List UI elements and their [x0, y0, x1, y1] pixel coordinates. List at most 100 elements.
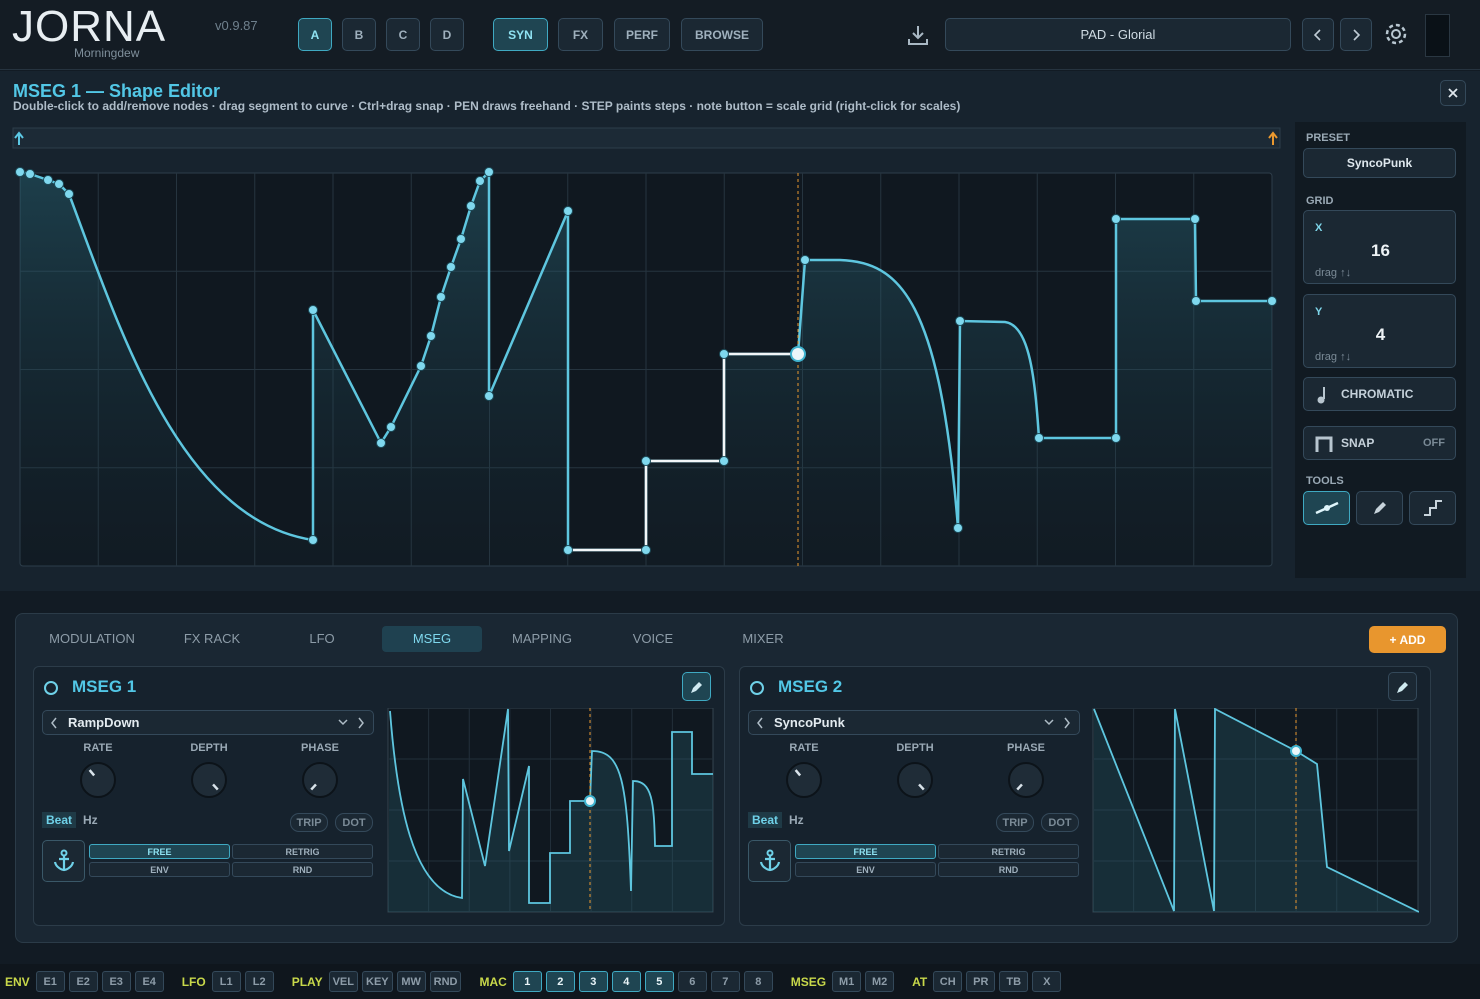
edit-button[interactable] — [682, 672, 711, 701]
node[interactable] — [308, 305, 318, 315]
modifier-button[interactable]: TRIP — [996, 813, 1034, 832]
unit-toggle[interactable]: Beat — [748, 812, 783, 828]
tab[interactable]: MAPPING — [512, 631, 572, 646]
anchor-button[interactable] — [748, 840, 791, 882]
node[interactable] — [563, 206, 573, 216]
knob[interactable] — [1006, 760, 1046, 800]
node[interactable] — [719, 456, 729, 466]
node[interactable] — [641, 545, 651, 555]
tab[interactable]: MSEG — [382, 626, 482, 652]
source-button[interactable]: L2 — [244, 971, 274, 992]
save-button[interactable] — [902, 18, 934, 51]
source-button[interactable]: 7 — [710, 971, 740, 992]
source-button[interactable]: MW — [396, 971, 426, 992]
step-tool[interactable] — [1409, 491, 1456, 525]
tab[interactable]: FX RACK — [183, 631, 241, 646]
node[interactable] — [436, 292, 446, 302]
preset-selector[interactable]: RampDown — [42, 710, 374, 735]
snap-button[interactable]: SNAP OFF — [1303, 426, 1456, 460]
pen-tool[interactable] — [1356, 491, 1403, 525]
node[interactable] — [953, 523, 963, 533]
unit-toggle[interactable]: Hz — [789, 813, 804, 827]
mode-button[interactable]: SYN — [493, 18, 548, 51]
edit-button[interactable] — [1388, 672, 1417, 701]
node[interactable] — [484, 167, 494, 177]
node[interactable] — [1190, 214, 1200, 224]
tab[interactable]: LFO — [309, 631, 335, 646]
source-button[interactable]: L1 — [211, 971, 241, 992]
knob[interactable] — [189, 760, 229, 800]
node[interactable] — [563, 545, 573, 555]
node[interactable] — [719, 349, 729, 359]
node[interactable] — [25, 169, 35, 179]
mode-button[interactable]: FX — [558, 18, 603, 51]
unit-toggle[interactable]: Beat — [42, 812, 77, 828]
node[interactable] — [15, 167, 25, 177]
source-button[interactable]: 1 — [512, 971, 542, 992]
node[interactable] — [475, 176, 485, 186]
trigger-mode[interactable]: RETRIG — [232, 844, 373, 859]
node[interactable] — [416, 361, 426, 371]
source-button[interactable]: 3 — [578, 971, 608, 992]
mode-button[interactable]: PERF — [614, 18, 670, 51]
source-button[interactable]: TB — [999, 971, 1029, 992]
next-preset[interactable] — [1340, 18, 1372, 51]
source-button[interactable]: 8 — [743, 971, 773, 992]
node[interactable] — [376, 438, 386, 448]
shape-preset[interactable]: SyncoPunk — [1303, 148, 1456, 178]
slot-button[interactable]: C — [386, 18, 420, 51]
node[interactable] — [1267, 296, 1277, 306]
knob[interactable] — [300, 760, 340, 800]
shape-graph[interactable] — [0, 120, 1290, 580]
grid-x[interactable]: X 16 drag ↑↓ — [1303, 210, 1456, 284]
node[interactable] — [484, 391, 494, 401]
preset-display[interactable]: PAD - Glorial — [945, 18, 1291, 51]
node[interactable] — [1111, 433, 1121, 443]
settings-button[interactable] — [1380, 18, 1412, 51]
mode-button[interactable]: BROWSE — [681, 18, 763, 51]
chromatic-button[interactable]: CHROMATIC — [1303, 377, 1456, 411]
node[interactable] — [1191, 296, 1201, 306]
node[interactable] — [466, 201, 476, 211]
node[interactable] — [1111, 214, 1121, 224]
knob[interactable] — [784, 760, 824, 800]
trigger-mode[interactable]: RND — [232, 862, 373, 877]
selected-node[interactable] — [790, 346, 806, 362]
knob[interactable] — [895, 760, 935, 800]
source-button[interactable]: M2 — [865, 971, 895, 992]
node[interactable] — [800, 255, 810, 265]
node[interactable] — [456, 234, 466, 244]
tab[interactable]: VOICE — [632, 631, 674, 646]
trigger-mode[interactable]: FREE — [89, 844, 230, 859]
source-button[interactable]: 2 — [545, 971, 575, 992]
unit-toggle[interactable]: Hz — [83, 813, 98, 827]
source-button[interactable]: E4 — [134, 971, 164, 992]
source-button[interactable]: E1 — [35, 971, 65, 992]
line-tool[interactable] — [1303, 491, 1350, 525]
source-button[interactable]: 5 — [644, 971, 674, 992]
power-icon[interactable] — [740, 667, 770, 707]
close-button[interactable] — [1440, 80, 1466, 106]
trigger-mode[interactable]: ENV — [795, 862, 936, 877]
source-button[interactable]: RND — [429, 971, 462, 992]
node[interactable] — [308, 535, 318, 545]
node[interactable] — [426, 331, 436, 341]
node[interactable] — [955, 316, 965, 326]
preset-selector[interactable]: SyncoPunk — [748, 710, 1080, 735]
node[interactable] — [446, 262, 456, 272]
node[interactable] — [43, 175, 53, 185]
trigger-mode[interactable]: FREE — [795, 844, 936, 859]
grid-y[interactable]: Y 4 drag ↑↓ — [1303, 294, 1456, 368]
power-icon[interactable] — [34, 667, 64, 707]
modifier-button[interactable]: TRIP — [290, 813, 328, 832]
source-button[interactable]: 4 — [611, 971, 641, 992]
source-button[interactable]: 6 — [677, 971, 707, 992]
knob[interactable] — [78, 760, 118, 800]
prev-preset[interactable] — [1302, 18, 1334, 51]
mseg-preview[interactable] — [1092, 708, 1419, 914]
source-button[interactable]: CH — [933, 971, 963, 992]
trigger-mode[interactable]: RETRIG — [938, 844, 1079, 859]
source-button[interactable]: E2 — [68, 971, 98, 992]
trigger-mode[interactable]: ENV — [89, 862, 230, 877]
modifier-button[interactable]: DOT — [335, 813, 373, 832]
